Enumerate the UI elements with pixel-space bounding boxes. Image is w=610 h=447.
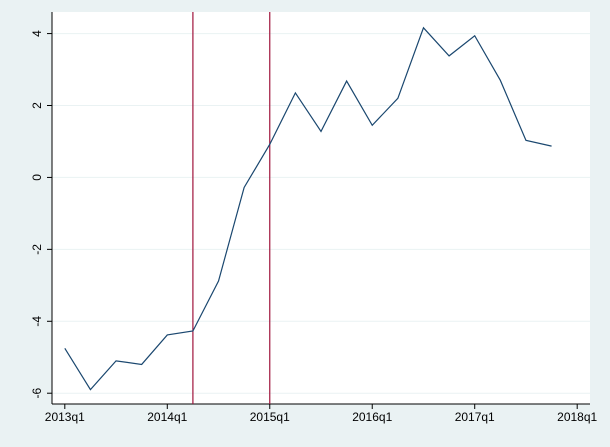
y-tick-label: 0: [30, 174, 44, 181]
y-tick-label: -2: [30, 244, 44, 255]
x-tick-label: 2016q1: [352, 410, 392, 424]
x-tick-label: 2018q1: [557, 410, 597, 424]
y-tick-label: 4: [30, 30, 44, 37]
y-tick-label: 2: [30, 102, 44, 109]
y-tick-label: -4: [30, 316, 44, 327]
plot-area: [52, 12, 590, 404]
x-tick-label: 2014q1: [147, 410, 187, 424]
x-tick-label: 2015q1: [250, 410, 290, 424]
y-tick-label: -6: [30, 388, 44, 399]
x-tick-label: 2013q1: [45, 410, 85, 424]
data-line: [64, 26, 552, 391]
x-tick-label: 2017q1: [455, 410, 495, 424]
